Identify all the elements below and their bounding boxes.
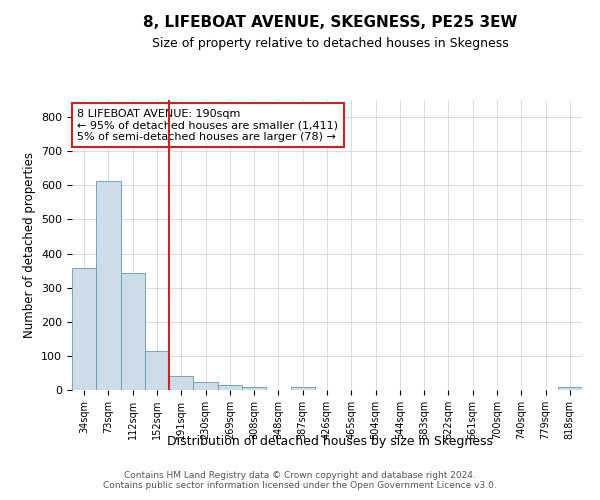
Bar	[96, 181, 121, 390]
Bar	[169, 376, 193, 390]
Text: Size of property relative to detached houses in Skegness: Size of property relative to detached ho…	[152, 38, 508, 51]
Text: 8 LIFEBOAT AVENUE: 190sqm
← 95% of detached houses are smaller (1,411)
5% of sem: 8 LIFEBOAT AVENUE: 190sqm ← 95% of detac…	[77, 108, 338, 142]
Y-axis label: Number of detached properties: Number of detached properties	[23, 152, 35, 338]
Text: Contains HM Land Registry data © Crown copyright and database right 2024.
Contai: Contains HM Land Registry data © Crown c…	[103, 470, 497, 490]
Bar	[145, 351, 169, 390]
Bar	[121, 272, 145, 390]
Bar	[242, 388, 266, 390]
Bar	[193, 382, 218, 390]
Text: 8, LIFEBOAT AVENUE, SKEGNESS, PE25 3EW: 8, LIFEBOAT AVENUE, SKEGNESS, PE25 3EW	[143, 15, 517, 30]
Bar	[218, 385, 242, 390]
Bar	[72, 268, 96, 390]
Text: Distribution of detached houses by size in Skegness: Distribution of detached houses by size …	[167, 435, 493, 448]
Bar	[558, 388, 582, 390]
Bar	[290, 388, 315, 390]
